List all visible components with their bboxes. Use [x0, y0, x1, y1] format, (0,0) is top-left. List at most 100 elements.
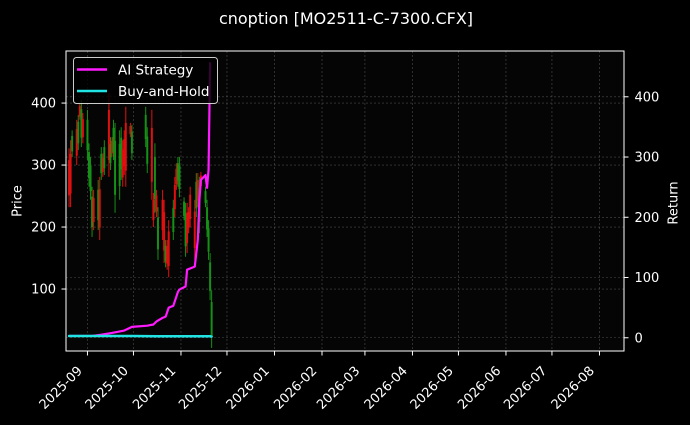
candle-body [172, 207, 175, 232]
candle-body [161, 199, 164, 231]
candle-body [120, 137, 123, 170]
candle-body [207, 228, 210, 252]
candle [155, 189, 158, 218]
candle-body [97, 189, 100, 221]
candle [129, 122, 132, 138]
candle-body [92, 197, 95, 223]
legend-box [73, 57, 218, 104]
candle [184, 202, 187, 257]
candle-body [156, 217, 159, 250]
candle-body [150, 127, 153, 182]
chart-title: cnoption [MO2511-C-7300.CFX] [219, 9, 473, 28]
candle [178, 156, 181, 198]
y-axis-label-return: Return [667, 181, 682, 224]
candle [123, 130, 126, 175]
candle-body [175, 168, 178, 185]
candle-body [109, 143, 112, 164]
candle-body [173, 184, 176, 210]
y-right-tick-label: 0 [635, 331, 643, 346]
candle-body [91, 196, 94, 228]
candle [167, 220, 170, 278]
candle-body [176, 163, 179, 181]
candle-body [186, 212, 189, 244]
y-left-tick-label: 100 [31, 283, 56, 298]
candle [210, 290, 213, 348]
candle-body [164, 245, 167, 262]
candle-body [98, 189, 101, 228]
candle-body [210, 302, 213, 337]
y-right-tick-label: 100 [635, 271, 660, 286]
legend: AI Strategy Buy-and-Hold [73, 57, 218, 104]
candle-body [187, 212, 190, 229]
candle [195, 173, 198, 218]
candle [164, 240, 167, 268]
candle-body [146, 136, 149, 164]
candle [207, 220, 210, 260]
candle [175, 163, 178, 190]
candle [193, 199, 196, 260]
candle [196, 173, 199, 208]
candle [150, 109, 153, 200]
candle [89, 156, 92, 200]
candle-body [114, 140, 117, 195]
candle-body [166, 246, 169, 264]
y-axis-right: 0 100 200 300 400 [624, 90, 659, 346]
candle-body [204, 191, 207, 203]
y-axis-left: 100 200 300 400 [31, 97, 66, 298]
candle [156, 207, 159, 260]
candle [98, 176, 101, 241]
candle-body [124, 122, 127, 171]
candle-body [81, 119, 84, 138]
candle [189, 186, 192, 228]
candle [163, 199, 166, 263]
candle-body [206, 207, 209, 230]
candle [107, 93, 110, 177]
candle [103, 140, 106, 175]
candle-body [184, 213, 187, 247]
grid [66, 51, 624, 351]
candle-body [110, 140, 113, 154]
candle [110, 137, 113, 157]
candle-body [195, 181, 198, 209]
y-left-tick-label: 400 [31, 97, 56, 112]
candle-body [112, 127, 115, 153]
candle [153, 143, 156, 213]
candle-body [167, 231, 170, 267]
candle [187, 207, 190, 234]
candle-body [183, 201, 186, 216]
candle-body [193, 211, 196, 249]
candle [71, 130, 74, 157]
candle [92, 189, 95, 231]
candle-body [101, 158, 104, 172]
candle-body [209, 262, 212, 291]
candle-body [107, 109, 110, 161]
candle-body [89, 165, 92, 192]
candle-body [152, 199, 155, 221]
legend-label-ai-strategy: AI Strategy [118, 63, 193, 79]
candle-body [178, 165, 181, 190]
candle-body [118, 143, 121, 187]
candle [176, 156, 179, 187]
candle [204, 186, 207, 208]
candle [86, 109, 89, 161]
candle [120, 127, 123, 180]
candle [183, 197, 186, 221]
ai-strategy-line [67, 61, 212, 338]
candle-body [80, 109, 83, 138]
candle [144, 106, 147, 148]
candle-body [121, 149, 124, 178]
candle [173, 176, 176, 218]
candle-body [189, 194, 192, 219]
candle-body [77, 121, 80, 144]
legend-label-buy-and-hold: Buy-and-Hold [118, 84, 209, 100]
candle-body [103, 147, 106, 169]
candle [69, 140, 72, 208]
candle [81, 112, 84, 144]
y-right-tick-label: 200 [635, 211, 660, 226]
axes-frame [65, 50, 625, 352]
candle [91, 186, 94, 237]
candle [152, 192, 155, 228]
candlestick-series [68, 93, 213, 348]
